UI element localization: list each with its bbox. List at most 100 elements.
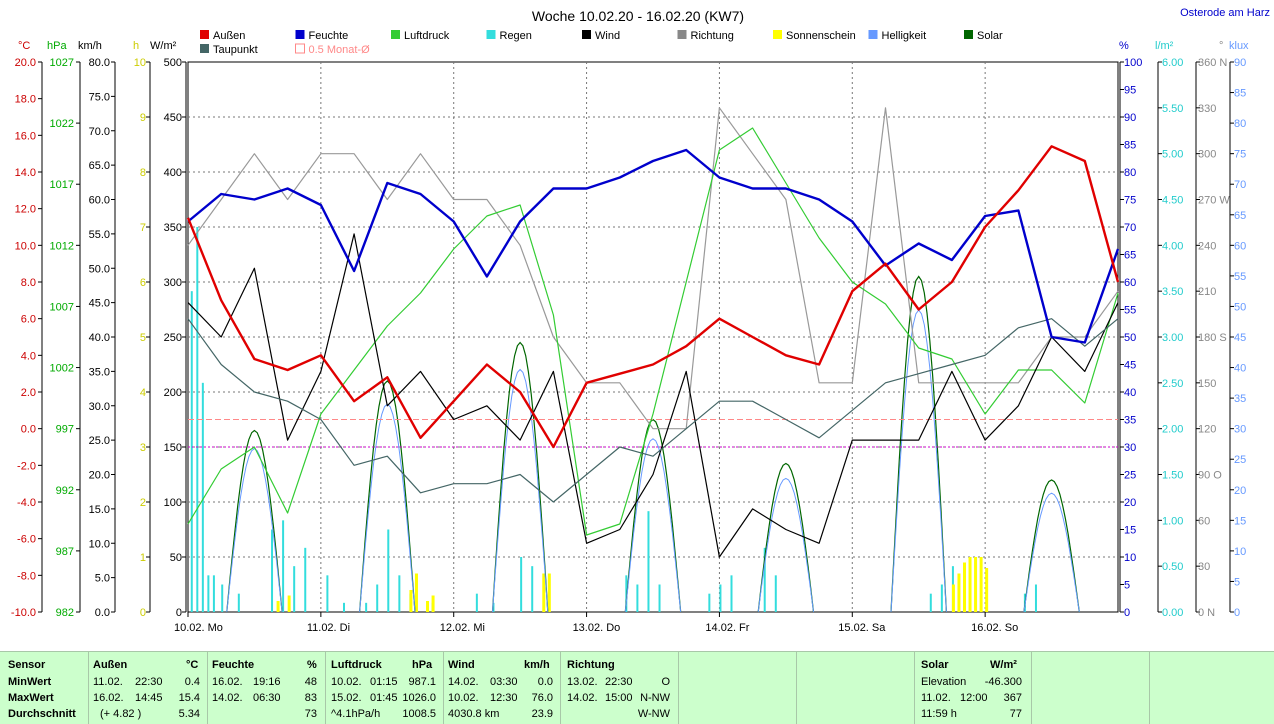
summary-cell: 22:30	[605, 676, 633, 688]
axis-tick-label: 12.0	[15, 204, 36, 216]
axis-tick-label: 0.0	[95, 607, 110, 619]
summary-unit: W/m²	[990, 659, 1017, 671]
axis-tick-label: 4.50	[1162, 195, 1183, 207]
rain-bar	[940, 584, 943, 612]
sunshine-bar	[963, 562, 966, 612]
axis-tick-label: 300	[1198, 149, 1216, 161]
axis-tick-label: 25	[1234, 454, 1246, 466]
rain-bar	[365, 602, 368, 612]
axis-tick-label: 1002	[50, 363, 74, 375]
rain-bar	[271, 529, 274, 612]
rain-bar	[304, 547, 307, 612]
summary-unit: hPa	[412, 659, 433, 671]
axis-tick-label: 45	[1234, 332, 1246, 344]
axis-tick-label: 150	[1198, 378, 1216, 390]
axis-tick-label: 75	[1234, 149, 1246, 161]
summary-cell: 15.4	[178, 692, 200, 704]
axis-tick-label: 45.0	[89, 298, 110, 310]
axis-tick-label: 90	[1234, 57, 1246, 69]
axis-tick-label: 70	[1124, 222, 1136, 234]
x-tick-label: 11.02. Di	[307, 622, 350, 634]
axis-tick-label: 30	[1198, 561, 1210, 573]
summary-unit: km/h	[524, 659, 550, 671]
axis-tick-label: 15	[1124, 525, 1136, 537]
axis-unit: km/h	[78, 40, 102, 52]
axis-tick-label: 10.0	[89, 538, 110, 550]
axis-tick-label: 0.0	[21, 424, 36, 436]
axis-tick-label: 10	[134, 57, 146, 69]
rain-bar	[658, 584, 661, 612]
brightness-line	[1023, 492, 1080, 613]
axis-tick-label: 75	[1124, 195, 1136, 207]
axis-tick-label: 30	[1234, 424, 1246, 436]
humidity-line	[187, 148, 1120, 344]
summary-cell: 1026.0	[402, 692, 436, 704]
axis-tick-label: 330	[1198, 103, 1216, 115]
legend-swatch	[391, 30, 400, 39]
axis-tick-label: 60	[1124, 277, 1136, 289]
summary-cell: (+ 4.82 )	[100, 708, 142, 720]
rain-bar	[293, 566, 296, 612]
axis-tick-label: 85	[1234, 88, 1246, 100]
axis-tick-label: 270 W	[1198, 195, 1230, 207]
legend-swatch	[677, 30, 687, 39]
summary-row-label: Sensor	[8, 659, 46, 671]
summary-cell: 01:45	[370, 692, 398, 704]
axis-tick-label: -6.0	[17, 534, 36, 546]
sunshine-bar	[957, 573, 961, 612]
axis-tick-label: -2.0	[17, 460, 36, 472]
legend-swatch	[200, 30, 209, 39]
axis-unit: %	[1119, 40, 1129, 52]
axis-tick-label: 50.0	[89, 263, 110, 275]
axis-unit: °	[1219, 40, 1223, 52]
chart-background	[0, 0, 1274, 651]
axis-tick-label: 5.00	[1162, 149, 1183, 161]
summary-cell: 14.02.	[212, 692, 243, 704]
summary-row-label: Durchschnitt	[8, 708, 76, 720]
axis-tick-label: 60	[1234, 240, 1246, 252]
summary-divider	[88, 651, 89, 724]
legend-swatch	[486, 30, 496, 39]
axis-tick-label: 25.0	[89, 435, 110, 447]
axis-tick-label: 1.00	[1162, 515, 1183, 527]
legend-label: Taupunkt	[213, 44, 258, 56]
axis-tick-label: 5.50	[1162, 103, 1183, 115]
summary-divider	[443, 651, 444, 724]
legend-label: 0.5 Monat-Ø	[309, 44, 371, 56]
summary-cell: 83	[304, 692, 317, 704]
brightness-line	[226, 447, 283, 613]
legend-swatch	[295, 43, 305, 54]
legend-label: Wind	[595, 30, 620, 42]
summary-cell: 16.02.	[93, 692, 124, 704]
axis-tick-label: 20	[1234, 485, 1246, 497]
rain-bar	[475, 593, 478, 612]
axis-tick-label: 4.0	[21, 350, 36, 362]
summary-header: Luftdruck	[331, 659, 382, 671]
summary-cell: Elevation	[921, 676, 967, 688]
sunshine-bar	[409, 590, 413, 612]
axis-tick-label: 5.0	[95, 573, 110, 585]
summary-cell: 48	[304, 676, 317, 688]
summary-cell: 0.4	[184, 676, 200, 688]
axis-tick-label: 20.0	[89, 470, 110, 482]
rain-bar	[1034, 584, 1037, 612]
location-label: Osterode am Harz	[1180, 7, 1270, 19]
sunshine-bar	[968, 557, 972, 612]
axis-unit: hPa	[47, 40, 67, 52]
sunshine-bar	[979, 557, 983, 612]
summary-header: Richtung	[567, 659, 615, 671]
summary-cell: W-NW	[637, 708, 670, 720]
axis-tick-label: 60.0	[89, 195, 110, 207]
axis-tick-label: 4.00	[1162, 240, 1183, 252]
brightness-line	[757, 477, 814, 613]
summary-cell: 03:30	[490, 676, 518, 688]
axis-tick-label: 1022	[50, 118, 74, 130]
axis-tick-label: 30.0	[89, 401, 110, 413]
summary-divider	[1149, 651, 1150, 724]
right-axes: 1009590858075706560555045403530252015105…	[1119, 57, 1246, 619]
summary-divider	[1031, 651, 1032, 724]
axis-tick-label: 360 N	[1198, 57, 1227, 69]
rain-bar	[774, 575, 777, 612]
axis-tick-label: 60	[1198, 515, 1210, 527]
axis-tick-label: 14.0	[15, 167, 36, 179]
